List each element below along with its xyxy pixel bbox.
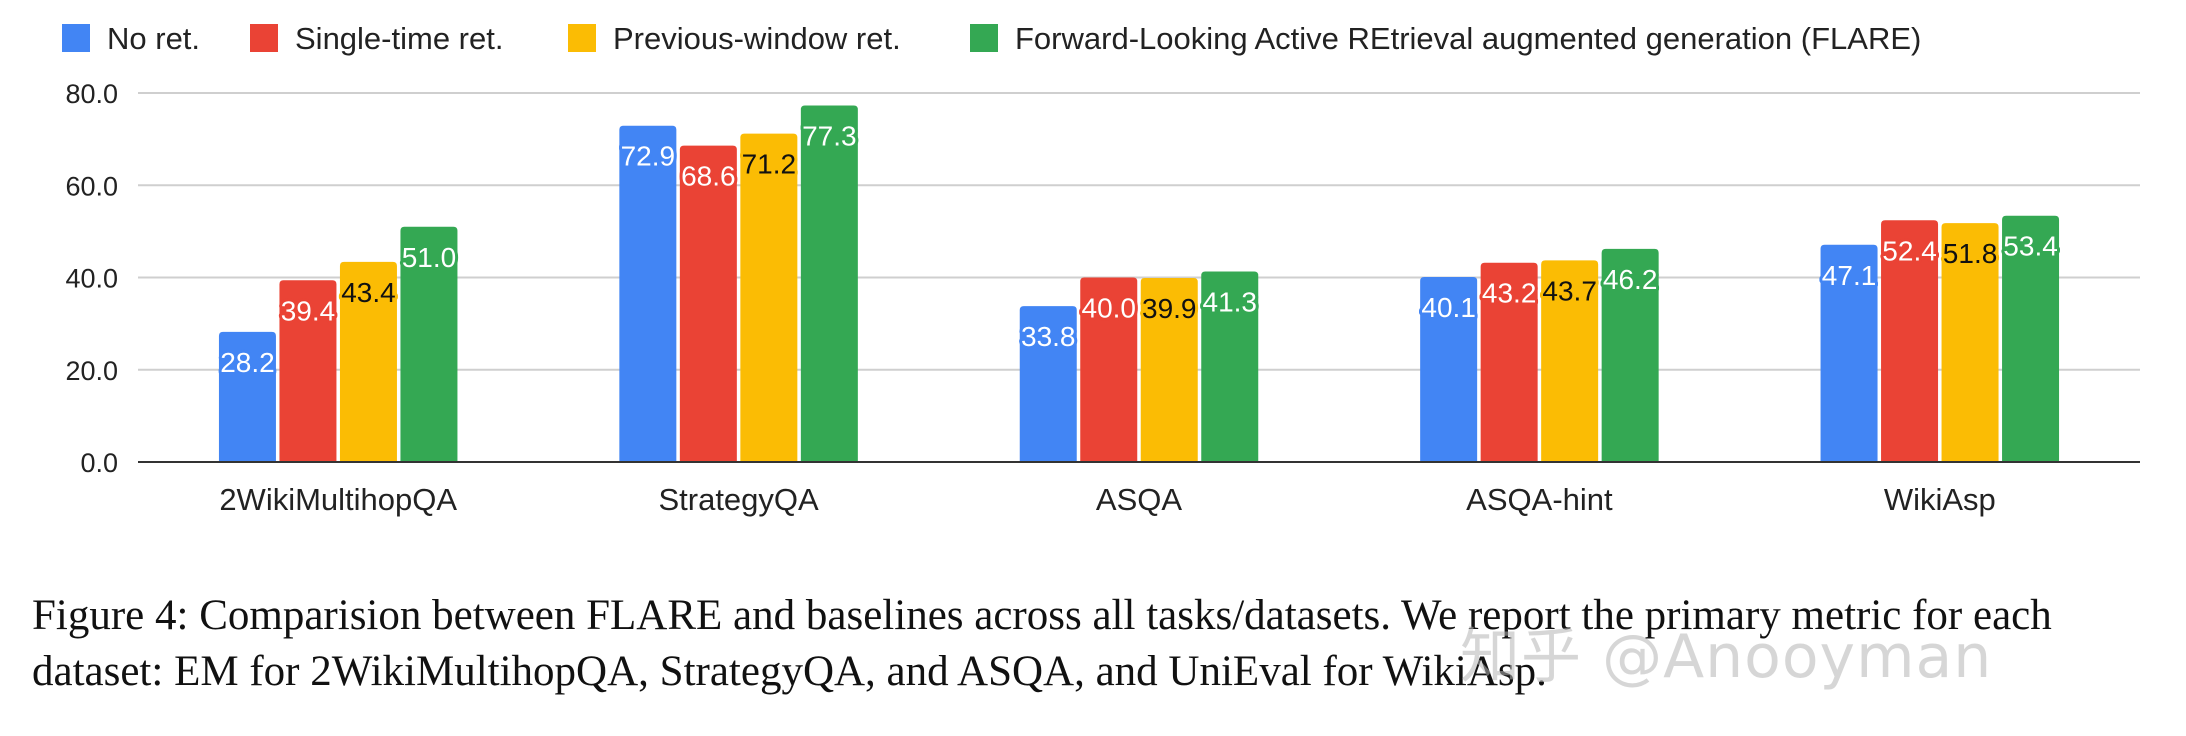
legend-item-4: Forward-Looking Active REtrieval augment… [970,21,1921,56]
bar-2-4 [1480,262,1538,462]
data-label: 71.2 [742,149,797,180]
legend-label: Forward-Looking Active REtrieval augment… [1015,21,1921,56]
x-tick-label: 2WikiMultihopQA [219,482,457,517]
data-label: 51.8 [1943,238,1998,269]
legend-item-1: No ret. [62,21,200,56]
data-label: 40.1 [1421,292,1476,323]
legend-swatch [568,24,596,52]
bar-3-5 [1941,223,1999,462]
y-tick-label: 20.0 [65,356,118,386]
bar-1-4 [1420,277,1478,462]
data-label: 72.9 [621,141,676,172]
bar-3-2 [740,133,798,462]
legend-swatch [250,24,278,52]
data-label: 46.2 [1603,264,1658,295]
data-label: 53.4 [2003,231,2058,262]
legend-label: Previous-window ret. [613,21,901,56]
data-label: 43.7 [1542,275,1597,306]
x-tick-label: ASQA-hint [1466,482,1613,517]
data-label: 41.3 [1203,287,1258,318]
figure-caption: Figure 4: Comparision between FLARE and … [32,592,2052,695]
bar-2-1 [279,280,337,462]
bar-3-1 [339,261,397,462]
x-tick-label: ASQA [1096,482,1182,517]
y-tick-label: 40.0 [65,264,118,294]
bar-chart: No ret. Single-time ret. Previous-window r… [62,21,2140,517]
data-label: 43.4 [341,277,396,308]
bar-3-4 [1541,260,1599,462]
bar-1-2 [619,125,677,462]
data-label: 68.6 [681,161,736,192]
bar-3-3 [1140,277,1198,462]
data-label: 77.3 [802,120,857,151]
y-tick-label: 80.0 [65,79,118,109]
x-tick-label: StrategyQA [658,482,819,517]
data-label: 39.9 [1142,293,1197,324]
data-label: 43.2 [1482,278,1537,309]
legend-label: Single-time ret. [295,21,503,56]
bar-4-4 [1601,248,1659,462]
bar-4-2 [800,105,858,463]
y-tick-label: 60.0 [65,171,118,201]
data-label: 52.4 [1882,235,1937,266]
x-tick-label: WikiAsp [1884,482,1996,517]
legend-item-2: Single-time ret. [250,21,503,56]
bar-1-3 [1019,306,1077,462]
data-label: 33.8 [1021,321,1076,352]
bar-2-5 [1881,220,1939,462]
bar-4-1 [400,226,458,462]
bar-2-3 [1080,277,1138,462]
chart-gridlines: 0.0 20.0 40.0 60.0 80.0 [65,79,2140,478]
legend-swatch [62,24,90,52]
data-label: 28.2 [220,347,275,378]
bar-4-3 [1201,271,1259,462]
data-label: 40.0 [1082,293,1137,324]
data-label: 47.1 [1822,260,1877,291]
bar-2-2 [679,145,737,462]
bar-1-1 [218,331,276,462]
bar-4-5 [2002,215,2060,462]
data-label: 39.4 [281,295,336,326]
watermark-text: 知乎 @Anooyman [1460,622,1993,692]
y-tick-label: 0.0 [80,448,118,478]
bar-1-5 [1820,244,1878,462]
chart-legend: No ret. Single-time ret. Previous-window r… [62,21,1921,56]
data-label: 51.0 [402,242,457,273]
legend-label: No ret. [107,21,200,56]
legend-item-3: Previous-window ret. [568,21,901,56]
legend-swatch [970,24,998,52]
